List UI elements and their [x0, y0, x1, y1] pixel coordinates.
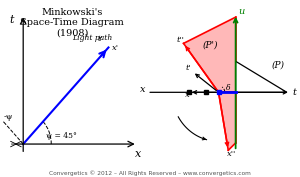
- Text: t: t: [10, 15, 14, 25]
- Text: x'': x'': [227, 150, 236, 158]
- Polygon shape: [219, 92, 236, 150]
- Text: Minkowski's
Space-Time Diagram
(1908): Minkowski's Space-Time Diagram (1908): [20, 8, 124, 38]
- Text: ψ = 45°: ψ = 45°: [46, 132, 76, 140]
- Text: (P): (P): [271, 61, 284, 70]
- Text: (P'): (P'): [203, 40, 218, 49]
- Text: Convergetics © 2012 – All Rights Reserved – www.convergetics.com: Convergetics © 2012 – All Rights Reserve…: [49, 170, 251, 176]
- Text: t': t': [186, 64, 191, 72]
- Text: t'': t'': [177, 36, 184, 44]
- Text: x: x: [140, 85, 146, 94]
- Text: u: u: [239, 7, 245, 16]
- Text: -ψ: -ψ: [4, 113, 14, 121]
- Text: x': x': [112, 44, 119, 52]
- Text: t': t': [97, 35, 103, 43]
- Text: Light path: Light path: [73, 34, 113, 42]
- Polygon shape: [236, 61, 287, 92]
- Text: t: t: [292, 88, 296, 97]
- Text: x: x: [134, 149, 141, 159]
- Polygon shape: [184, 17, 236, 92]
- Text: δ: δ: [226, 84, 231, 92]
- Text: x': x': [185, 91, 192, 99]
